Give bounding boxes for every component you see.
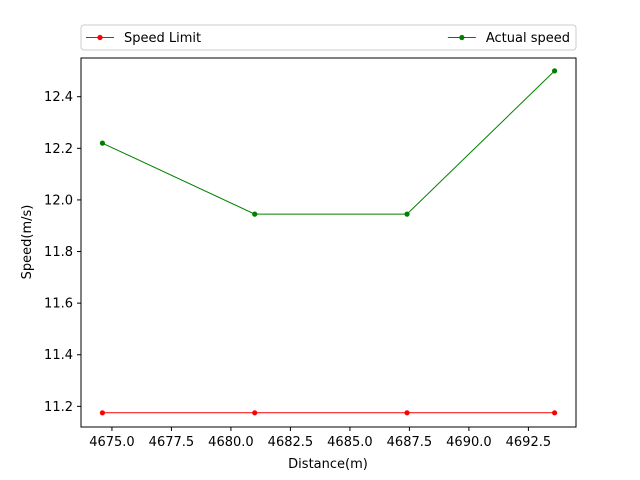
y-tick-label-2: 11.6 — [44, 297, 73, 312]
data-point-1-2 — [404, 211, 410, 217]
x-tick-label-1: 4677.5 — [149, 435, 195, 450]
legend-item-1: Actual speed — [447, 31, 570, 46]
data-point-0-3 — [551, 410, 558, 416]
data-point-1-1 — [252, 211, 258, 217]
y-tick-label-0: 11.2 — [44, 400, 73, 415]
x-tick-label-2: 4680.0 — [208, 435, 254, 450]
legend-label-1: Actual speed — [486, 31, 570, 46]
series-line-1 — [102, 70, 555, 215]
data-point-0-0 — [99, 410, 106, 416]
y-tick-label-4: 12.0 — [44, 193, 73, 208]
y-tick-label-3: 11.8 — [44, 245, 73, 260]
legend-swatch-marker-1 — [459, 34, 465, 41]
legend: Speed Limit Actual speed — [80, 24, 577, 51]
data-point-0-2 — [404, 410, 410, 416]
data-point-1-0 — [99, 140, 106, 146]
x-tick-label-0: 4675.0 — [89, 435, 135, 450]
x-tick-label-7: 4692.5 — [506, 435, 552, 450]
legend-box — [80, 24, 577, 51]
x-tick-label-3: 4682.5 — [268, 435, 314, 450]
plot-frame — [80, 57, 577, 428]
x-tick-label-5: 4687.5 — [387, 435, 433, 450]
legend-item-0: Speed Limit — [86, 31, 201, 46]
legend-label-0: Speed Limit — [124, 31, 201, 46]
y-axis-label: Speed(m/s) — [20, 205, 35, 280]
legend-swatch-marker-0 — [97, 34, 103, 41]
data-point-0-1 — [252, 410, 258, 416]
y-tick-label-5: 12.2 — [44, 142, 73, 157]
series-layer — [99, 68, 558, 416]
data-point-1-3 — [551, 68, 558, 74]
y-tick-label-6: 12.4 — [44, 90, 73, 105]
x-axis-label: Distance(m) — [288, 457, 368, 472]
x-tick-label-6: 4690.0 — [446, 435, 492, 450]
x-tick-label-4: 4685.0 — [327, 435, 373, 450]
y-tick-label-1: 11.4 — [44, 348, 73, 363]
axes: 4675.0 4677.5 4680.0 4682.5 4685.0 4687.5 4690… — [44, 57, 577, 450]
